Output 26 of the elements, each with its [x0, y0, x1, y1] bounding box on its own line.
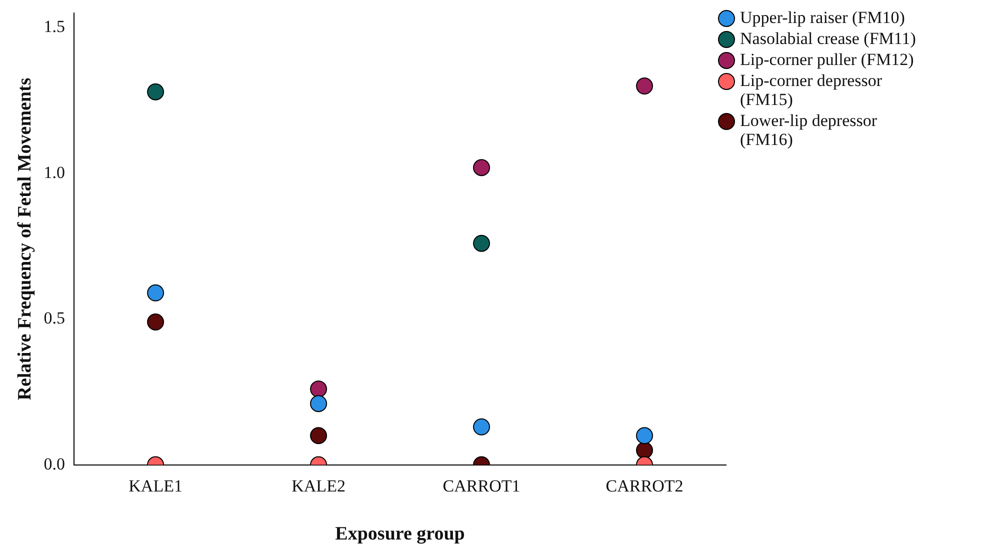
- point: [310, 395, 328, 412]
- legend-label: Nasolabial crease (FM11): [740, 29, 917, 48]
- point: [310, 427, 328, 444]
- point: [473, 159, 490, 176]
- x-tick-label: CARROT2: [606, 476, 684, 496]
- point: [636, 78, 654, 95]
- x-axis-title: Exposure group: [335, 524, 465, 545]
- point: [310, 380, 328, 398]
- point: [147, 83, 164, 100]
- legend-label: Lip-corner depressor (FM15): [740, 71, 884, 109]
- x-tick-label: KALE1: [128, 476, 182, 496]
- legend-label: Upper-lip raiser (FM10): [740, 8, 906, 27]
- x-tick-label: CARROT1: [442, 476, 520, 496]
- x-tick-label: KALE2: [292, 476, 346, 496]
- legend-label: Lip-corner puller (FM12): [740, 50, 915, 69]
- point: [636, 427, 654, 444]
- y-tick-label: 1.0: [44, 162, 66, 182]
- y-tick-label: 1.5: [44, 17, 66, 36]
- point: [147, 284, 164, 302]
- y-tick-label: 0.5: [44, 308, 66, 328]
- point: [473, 418, 490, 436]
- point: [147, 314, 164, 331]
- y-axis-title: Relative Frequency of Fetal Movements: [14, 78, 36, 400]
- y-tick-label: 0.0: [44, 454, 66, 474]
- point: [473, 234, 490, 252]
- legend-label: Lower-lip depressor (FM16): [740, 111, 878, 149]
